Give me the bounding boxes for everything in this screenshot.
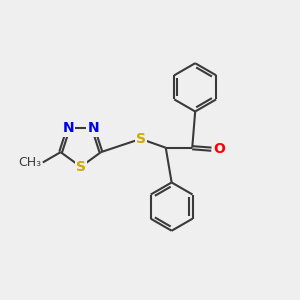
Text: S: S <box>136 132 146 146</box>
Text: CH₃: CH₃ <box>18 156 41 169</box>
Text: S: S <box>76 160 86 174</box>
Text: O: O <box>213 142 225 156</box>
Text: N: N <box>88 122 99 135</box>
Text: N: N <box>62 122 74 135</box>
